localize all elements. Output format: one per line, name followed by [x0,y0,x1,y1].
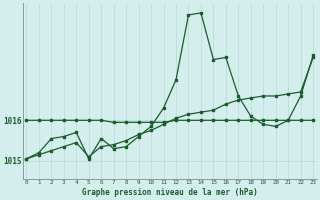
X-axis label: Graphe pression niveau de la mer (hPa): Graphe pression niveau de la mer (hPa) [82,188,258,197]
